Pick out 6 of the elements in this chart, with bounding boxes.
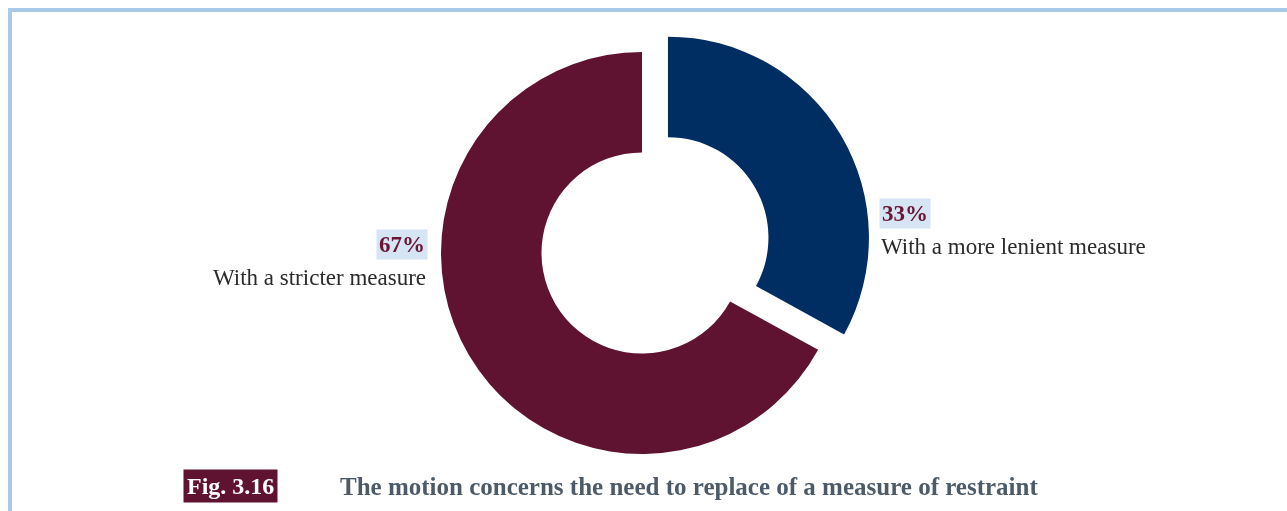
data-label: 33%: [882, 201, 928, 226]
caption: Fig. 3.16: [187, 473, 275, 499]
data-label: 67%: [379, 232, 425, 257]
slice-label: With a more lenient measure: [881, 234, 1146, 259]
slice-label: With a stricter measure: [213, 265, 427, 290]
text: The motion concerns the need to replace of a measure of restraint: [340, 472, 1039, 500]
